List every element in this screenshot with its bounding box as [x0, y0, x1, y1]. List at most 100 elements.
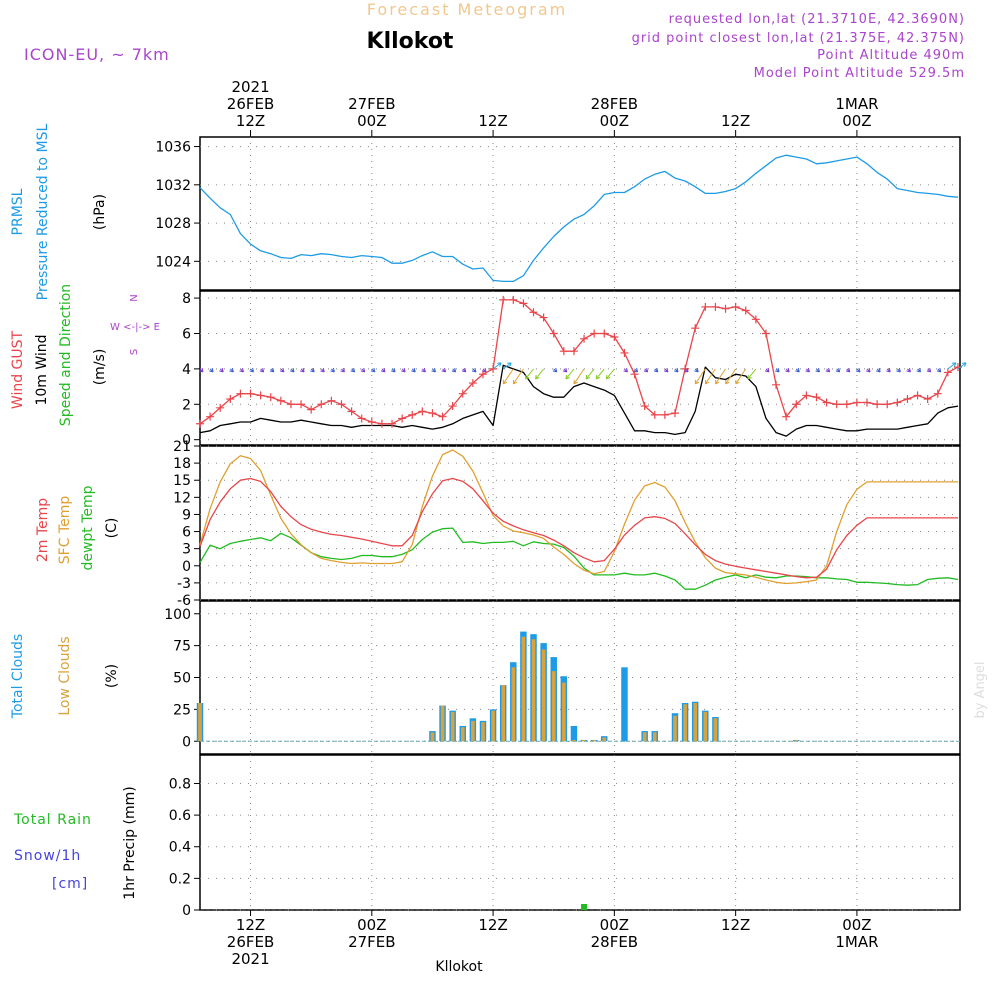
y-tick-label: 0	[182, 559, 191, 575]
wind-direction-arrow	[461, 367, 467, 373]
wind-direction-arrow	[866, 367, 871, 373]
wind-direction-arrow	[694, 368, 706, 385]
y-tick-label: 75	[173, 639, 191, 655]
wind-arrow-head	[562, 367, 568, 373]
wind-arrow-head	[340, 367, 345, 373]
wind-arrow-head	[595, 374, 601, 380]
gust-marker	[863, 398, 872, 407]
wind-direction-arrow	[330, 367, 335, 373]
bottom-time-label: 00Z	[600, 916, 629, 934]
wind-arrow-head	[795, 367, 800, 373]
wind-direction-arrow	[219, 367, 224, 373]
wind-arrow-shaft	[585, 368, 595, 380]
wind-arrow-head	[906, 367, 911, 373]
gust-marker	[751, 315, 760, 324]
gust-marker	[256, 391, 265, 400]
wind-direction-arrow	[764, 367, 770, 373]
low-clouds-bar	[683, 704, 687, 742]
wind-direction-arrow	[525, 368, 534, 380]
wind-arrow-head	[209, 367, 214, 373]
chart-title: Forecast Meteogram	[367, 0, 567, 19]
temp-unit: (C)	[104, 518, 120, 539]
wind-arrow-head	[350, 367, 356, 373]
credit-text: by Angel	[973, 661, 988, 718]
wind-arrow-head	[704, 379, 710, 385]
wind-direction-arrow	[694, 367, 699, 373]
compass-south: S	[129, 349, 140, 355]
pressure-unit: (hPa)	[92, 194, 108, 230]
y-tick-label: 0.2	[169, 871, 191, 887]
wind-direction-arrow	[673, 367, 679, 373]
gust-marker	[559, 347, 568, 356]
wind-direction-arrow	[502, 362, 512, 370]
wind-direction-arrow	[535, 368, 545, 380]
wind-arrow-shaft	[605, 368, 615, 380]
wind-speed-line	[199, 364, 959, 437]
wind-arrow-head	[441, 367, 447, 373]
y-tick-label: 0	[182, 734, 191, 750]
wind-direction-arrow	[585, 368, 595, 380]
wind-label: 10m Wind	[34, 334, 50, 405]
gust-marker	[913, 391, 922, 400]
y-tick-label: 3	[182, 542, 191, 558]
clouds-panel	[199, 600, 961, 755]
wind-arrow-head	[401, 367, 406, 373]
wind-arrow-head	[431, 367, 436, 373]
wind-arrow-shaft	[502, 368, 514, 385]
wind-arrow-head	[300, 367, 305, 373]
wind-direction-arrow	[300, 367, 305, 373]
gust-marker	[398, 414, 407, 423]
wind-arrow-head	[785, 367, 790, 373]
wind-arrow-shaft	[492, 362, 502, 370]
wind-arrow-head	[653, 367, 659, 373]
wind-direction-arrow	[431, 367, 436, 373]
low-clouds-bar	[198, 703, 202, 742]
compass-we: W <-|-> E	[110, 322, 160, 333]
wind-arrow-shaft	[725, 368, 737, 385]
wind-arrow-head	[451, 367, 457, 373]
wind-direction-arrow	[775, 367, 780, 373]
top-time-label: 28FEB	[591, 95, 638, 113]
low-clouds-bar	[460, 727, 465, 742]
bottom-time-label: 1MAR	[835, 933, 878, 951]
gust-marker	[590, 329, 599, 338]
gust-marker	[772, 380, 781, 389]
low-clouds-bar	[471, 720, 475, 742]
wind-arrow-shaft	[694, 368, 706, 385]
low-clouds-bar	[642, 732, 647, 742]
wind-arrow-head	[694, 379, 700, 385]
y-tick-label: 4	[182, 362, 191, 378]
wind-direction-arrow	[198, 367, 204, 373]
wind-arrow-shaft	[747, 368, 757, 380]
wind-arrow-head	[663, 367, 669, 373]
wind-direction-arrow	[573, 368, 585, 385]
wind-direction-arrow	[209, 367, 214, 373]
wind-arrow-head	[684, 367, 689, 373]
wind-direction-arrow	[595, 368, 605, 380]
gust-marker	[529, 308, 538, 317]
gust-marker	[347, 407, 356, 416]
gust-marker	[731, 302, 740, 311]
gust-marker	[671, 409, 679, 418]
wind-arrow-shaft	[705, 368, 716, 385]
precip-panel	[199, 754, 961, 911]
grid-layer	[194, 137, 960, 911]
wind-direction-arrow	[825, 367, 831, 373]
wind-arrow-head	[961, 362, 967, 367]
wind-direction-arrow	[633, 367, 639, 373]
wind-arrow-head	[512, 379, 518, 385]
pressure-label-1: PRMSL	[10, 188, 26, 235]
wind-direction-arrow	[947, 362, 957, 370]
rain-bar	[581, 904, 588, 910]
y-tick-label: 100	[164, 607, 191, 623]
low-clouds-bar	[501, 685, 506, 742]
y-tick-label: 0.4	[169, 840, 191, 856]
low-clouds-bar	[582, 739, 586, 742]
gust-marker	[761, 329, 770, 338]
wind-arrow-head	[481, 367, 487, 373]
gust-marker	[610, 333, 619, 342]
wind-arrow-head	[845, 367, 851, 373]
gust-marker	[600, 329, 609, 338]
gust-marker	[458, 389, 467, 398]
bottom-time-label: 12Z	[721, 916, 750, 934]
